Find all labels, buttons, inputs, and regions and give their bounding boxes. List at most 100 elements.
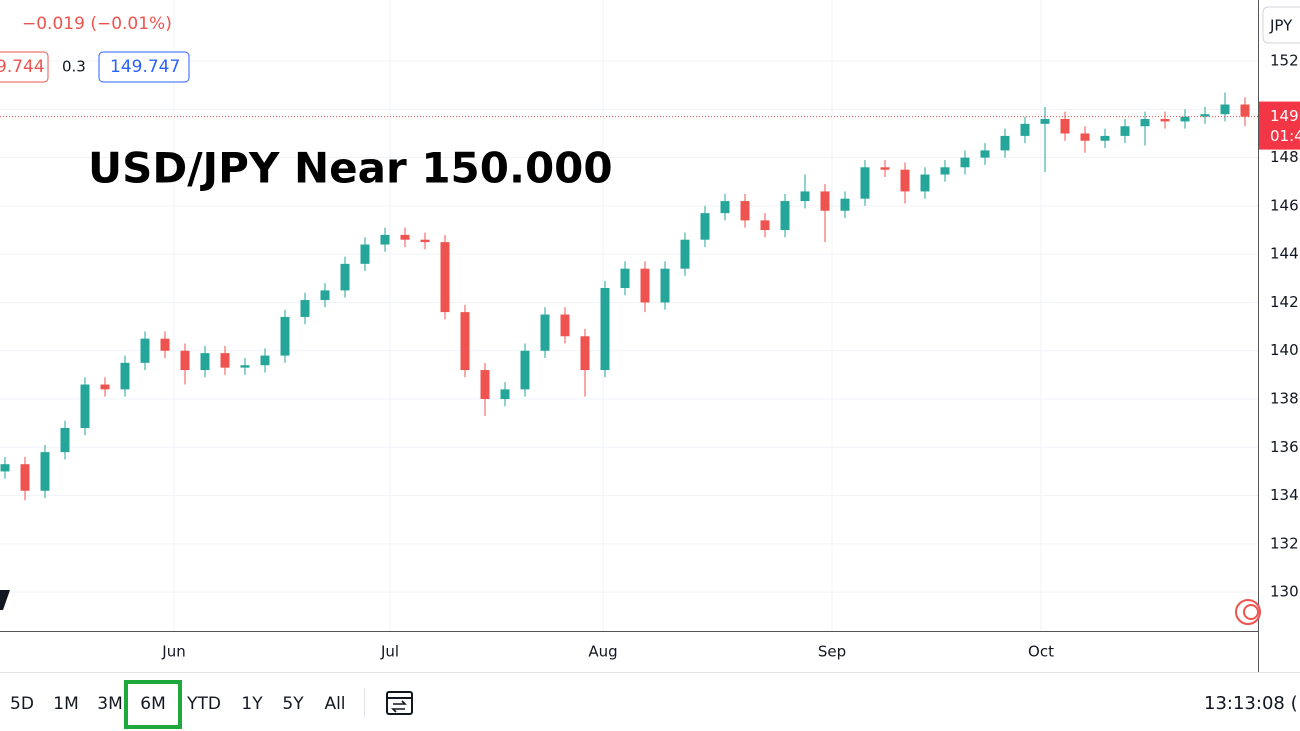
candle-body (940, 167, 950, 175)
candle-body (1240, 104, 1250, 117)
y-tick-label: 138 (1270, 390, 1299, 408)
candle-body (220, 353, 230, 368)
price-axis: 130132134136138140142144146148150152 (1270, 52, 1299, 601)
chart-title: USD/JPY Near 150.000 (88, 144, 613, 193)
clock: 13:13:08 ( (1204, 693, 1298, 714)
y-tick-label: 136 (1270, 438, 1299, 456)
range-button[interactable]: All (324, 694, 345, 714)
candle-body (300, 300, 310, 317)
spread: 0.3 (62, 58, 86, 76)
candle-body (40, 452, 50, 491)
toolbar: 5D 1M 3M 6M YTD 1Y 5Y All (10, 680, 346, 729)
bid-box[interactable] (0, 51, 49, 83)
candle-body (360, 244, 370, 264)
candle-body (480, 370, 490, 400)
y-tick-label: 152 (1270, 52, 1299, 70)
icon[interactable] (1235, 599, 1261, 625)
candle-body (1000, 135, 1010, 151)
icon-frame (386, 691, 413, 715)
y-tick-label: 142 (1270, 293, 1299, 311)
candle-body (440, 242, 450, 313)
x-tick-label: Aug (588, 643, 617, 661)
candle-body (680, 239, 690, 269)
candle-body (1040, 119, 1050, 124)
candle-body (200, 353, 210, 371)
candle-body (140, 338, 150, 363)
candle-body (640, 268, 650, 303)
candle-body (540, 314, 550, 351)
candle-body (740, 201, 750, 221)
candle-body (160, 338, 170, 351)
candle-body (320, 290, 330, 301)
range-button[interactable]: 5Y (282, 694, 304, 714)
candle-body (720, 201, 730, 214)
range-button[interactable]: 6M (140, 694, 165, 714)
compare-icon[interactable] (386, 691, 413, 715)
candle-body (80, 384, 90, 428)
price-badge (1259, 101, 1300, 150)
candle-body (260, 355, 270, 366)
candle-body (960, 157, 970, 168)
candle-body (400, 234, 410, 240)
candle-body (1180, 116, 1190, 122)
candle-body (1200, 114, 1210, 117)
logo (0, 590, 10, 610)
ask-box[interactable] (98, 51, 190, 83)
ask-price[interactable]: 149.747 (110, 57, 180, 77)
candle-body (920, 174, 930, 192)
range-button[interactable]: 1M (53, 694, 78, 714)
candle-body (380, 234, 390, 245)
y-tick-label: 132 (1270, 534, 1299, 552)
range-button[interactable]: 1Y (241, 694, 263, 714)
candle-body (420, 239, 430, 243)
candle-body (1220, 104, 1230, 115)
x-tick-label: Jul (380, 643, 399, 661)
candle-body (1140, 119, 1150, 127)
candle-body (0, 464, 10, 472)
y-tick-label: 140 (1270, 341, 1299, 359)
candle-body (800, 191, 810, 202)
candle-body (1080, 133, 1090, 141)
x-tick-label: Oct (1028, 643, 1054, 661)
candle-body (520, 350, 530, 390)
price-badge-price: 149 (1270, 107, 1299, 125)
currency-chip[interactable] (1262, 6, 1300, 44)
range-button[interactable]: 3M (97, 694, 122, 714)
time-axis: Jun Jul Aug Sep Oct (161, 643, 1054, 661)
candle-body (280, 316, 290, 356)
candle-body (660, 268, 670, 303)
candle-body (840, 198, 850, 211)
currency[interactable]: JPY (1269, 17, 1293, 35)
candle-body (880, 167, 890, 170)
candle-body (600, 287, 610, 371)
bid-price[interactable]: 9.744 (0, 57, 45, 77)
candle-body (500, 389, 510, 400)
candle-body (900, 169, 910, 192)
candle-body (780, 201, 790, 231)
candle-body (1100, 135, 1110, 141)
candle-body (240, 365, 250, 368)
icon-inner (1243, 604, 1259, 620)
candle-body (700, 213, 710, 240)
candle-body (1160, 119, 1170, 122)
candle-body (560, 314, 570, 337)
y-tick-label: 144 (1270, 245, 1299, 263)
candle-body (340, 263, 350, 291)
range-button[interactable]: 5D (10, 694, 34, 714)
icon-arrows (391, 700, 407, 713)
candle-body (860, 167, 870, 199)
range-button[interactable]: YTD (186, 694, 221, 714)
candle-body (460, 312, 470, 371)
candle-body (120, 362, 130, 390)
price-badge-countdown: 01:4 (1270, 127, 1300, 145)
candles (0, 92, 1258, 501)
y-tick-label: 134 (1270, 486, 1299, 504)
x-tick-label: Jun (161, 643, 185, 661)
y-tick-label: 148 (1270, 148, 1299, 166)
price-change: −0.019 (−0.01%) (22, 14, 172, 34)
active-range (124, 680, 182, 729)
candle-body (100, 384, 110, 390)
candle-body (1060, 119, 1070, 134)
candle-body (580, 336, 590, 371)
